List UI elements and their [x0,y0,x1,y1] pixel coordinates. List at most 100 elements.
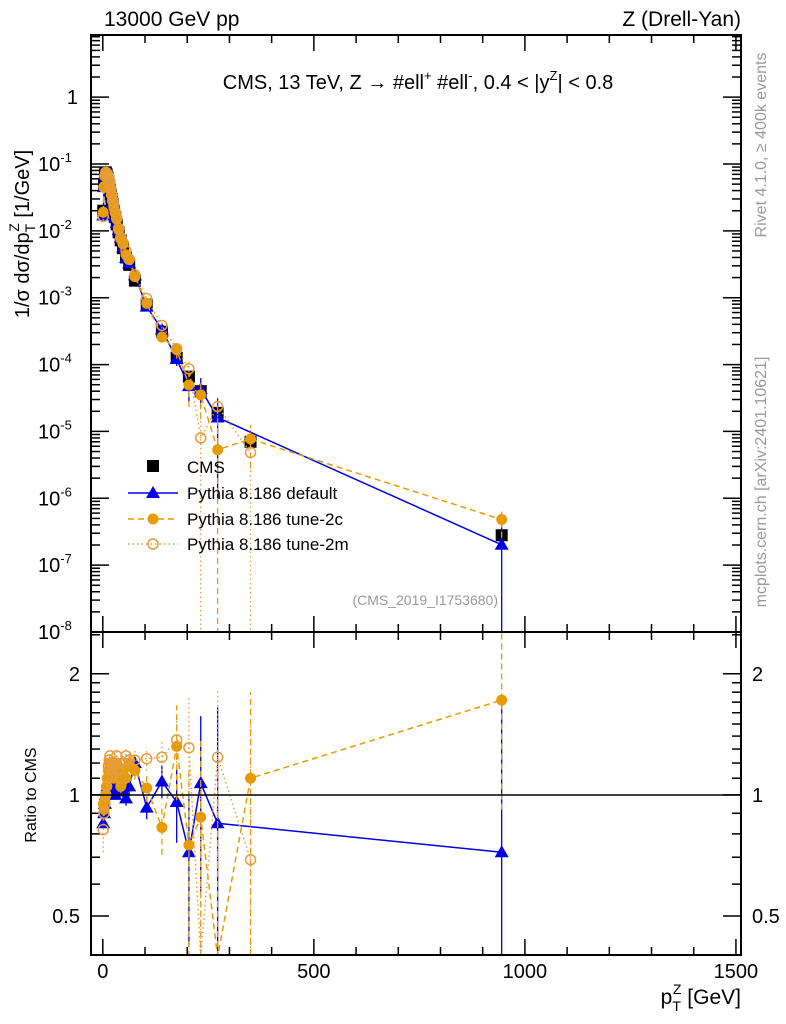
x-tick-label: 1000 [503,961,548,983]
tune2m-ratio-point-open-circle [140,752,153,765]
tune2m-data-point-open-circle [183,363,195,375]
y-tick-base: 10 [38,555,60,577]
title-part: Z [550,68,558,83]
y-tick-base: 10 [38,421,60,443]
y-tick-exponent: -1 [60,150,72,165]
tune2m-data-point-open-circle [97,210,109,223]
ratio-panel-frame [90,631,742,956]
tune2m-ratio-point-open-circle [123,754,135,766]
ratio-tick-label-left: 1 [69,785,80,807]
tune2m-data-point-open-circle [156,319,168,332]
ratio-panel-data [96,633,509,955]
tune2m-ratio-point-open-circle [117,757,129,769]
default-data-point-triangle [494,537,509,550]
tune2m-ratio-point-open-circle [100,780,113,793]
legend-tune2m-marker [147,538,159,550]
legend-tune2c-label: Pythia 8.186 tune-2c [187,510,343,529]
tune2c-data-point-filled-circle [212,444,224,456]
y-tick-exponent: -4 [60,351,72,366]
tune2m-data-point-open-circle [105,189,118,201]
tune2m-ratio-point-open-circle [170,734,183,746]
tune2c-ratio-point-filled-circle [156,821,168,833]
default-ratio-point-triangle [494,845,509,858]
plot-title: CMS, 13 TeV, Z → #ell+ #ell-, 0.4 < |yZ|… [223,68,614,94]
y-tick-label: 10-8 [38,618,72,644]
tune2m-ratio-point-open-circle [129,754,141,766]
legend-cms-marker [147,460,159,472]
y-tick-base: 10 [38,221,60,243]
tune2m-data-point-open-circle [170,342,183,355]
title-part: - [468,68,472,83]
rivet-label: Rivet 4.1.0, ≥ 400k events [753,53,770,238]
legend-default-marker [146,486,160,498]
x-tick-label: 0 [97,961,108,983]
tune2c-line [102,171,502,521]
y-tick-exponent: -2 [60,217,72,232]
tune2m-data-point-open-circle [109,206,122,218]
y-tick-exponent: -8 [60,618,72,633]
tune2m-data-point-open-circle [140,292,153,305]
tune2m-data-point-open-circle [123,253,135,265]
legend-cms-label: CMS [187,458,225,477]
title-part: , 0.4 < |y [473,72,550,94]
y-tick-label: 10-6 [38,484,72,510]
y-tick-base: 10 [38,355,60,377]
tune2m-data-point-open-circle [129,269,141,281]
tune2c-data-point-filled-circle [496,513,508,525]
title-part: + [424,68,432,83]
tune2c-ratio-point-filled-circle [183,839,195,851]
tune2m-ratio-point-open-circle [109,757,122,769]
legend-default-label: Pythia 8.186 default [187,484,338,503]
y-tick-label: 10-4 [38,351,72,377]
tune2m-ratio-point-open-circle [97,823,109,836]
title-part: CMS, 13 TeV, Z → #ell [223,72,424,94]
x-tick-label: 500 [297,961,330,983]
main-panel-data [96,165,509,632]
tune2m-data-point-open-circle [108,200,120,212]
tune2m-ratio-point-open-circle [183,741,195,754]
x-tick-label: 1500 [714,961,759,983]
axes: 0 500 1000 1500110-110-210-310-410-510-610-… [38,35,780,983]
y-tick-base: 10 [38,622,60,644]
ratio-tick-label-right: 0.5 [752,906,780,928]
tune2m-data-point-open-circle [104,177,116,190]
ratio-tick-label-left: 0.5 [52,906,80,928]
y-tick-label: 10-7 [38,551,72,577]
tune2m-ratio-point-open-circle [115,772,127,784]
x-axis-title: pTZ [GeV] [661,981,741,1014]
tune2m-data-point-open-circle [194,432,207,444]
y-tick-exponent: -7 [60,551,72,566]
title-part: | < 0.8 [557,72,613,94]
tune2c-ratio-point-filled-circle [141,782,153,794]
tune2m-ratio-line [102,738,252,955]
default-data-point-triangle [154,322,169,335]
tune2m-ratio-point-open-circle [244,853,257,866]
legend-tune2c-marker [147,513,159,525]
y-tick-base: 10 [38,288,60,310]
ratio-y-axis-title: Ratio to CMS [23,747,40,842]
y-tick-exponent: -3 [60,284,72,299]
y-tick-base: 10 [38,488,60,510]
default-ratio-point-triangle [169,795,184,808]
y-tick-base: 10 [38,154,60,176]
tune2c-ratio-point-filled-circle [245,772,257,784]
legend: CMS Pythia 8.186 default Pythia 8.186 tu… [128,458,349,554]
ratio-tick-label-right: 1 [752,785,763,807]
y-tick-label: 10-2 [38,217,72,243]
tune2c-ratio-point-filled-circle [496,694,508,706]
ratio-tick-label-left: 2 [69,664,80,686]
y-tick-exponent: -6 [60,484,72,499]
tune2m-data-point-open-circle [244,446,257,459]
tune2m-ratio-point-open-circle [99,798,111,810]
default-ratio-point-triangle [119,791,134,804]
tune2m-line [102,171,252,453]
mcplots-label: mcplots.cern.ch [arXiv:2401.10621] [753,357,770,608]
tune2m-data-point-open-circle [211,400,224,413]
y-axis-title: 1/σ dσ/dpTZ [1/GeV] [6,150,38,318]
y-tick-exponent: -5 [60,417,72,432]
default-ratio-point-triangle [139,800,154,813]
tune2m-ratio-point-open-circle [156,751,168,764]
analysis-label: (CMS_2019_I1753680) [352,592,498,608]
y-tick-label: 10-5 [38,417,72,443]
